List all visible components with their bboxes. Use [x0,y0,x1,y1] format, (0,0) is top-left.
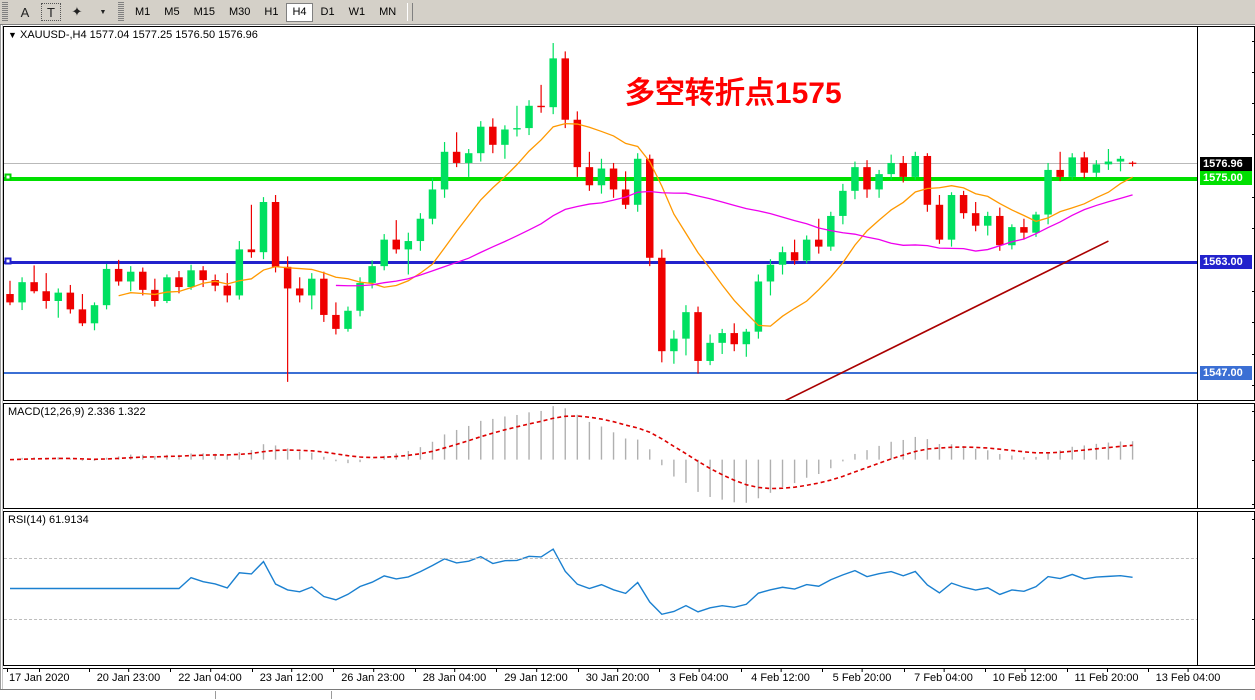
price-plot[interactable]: 多空转折点1575 [4,27,1254,400]
time-label-1: 20 Jan 23:00 [96,668,161,684]
time-tick-1 [88,668,90,672]
status-cell-3 [332,691,1252,699]
toolbar-divider [407,3,414,21]
price-level-line-1563.00[interactable] [4,260,1254,264]
rsi-level-70 [4,557,1254,559]
macd-series [9,406,1134,503]
price-legend-text: XAUUSD-,H4 1577.04 1577.25 1576.50 1576.… [19,29,258,41]
trendline [784,240,1109,400]
time-label-12: 10 Feb 12:00 [992,668,1058,684]
macd-legend: MACD(12,26,9) 2.336 1.322 [8,406,146,418]
time-label-5: 28 Jan 04:00 [422,668,487,684]
time-label-9: 4 Feb 12:00 [751,668,810,684]
timeframe-h4[interactable]: H4 [286,2,313,22]
time-label-14: 13 Feb 04:00 [1155,668,1221,684]
green-level-label[interactable]: 1575.00 [1200,170,1252,185]
rsi-y-axis[interactable]: 1007030 [1197,512,1255,665]
time-label-2: 22 Jan 04:00 [178,668,242,684]
time-label-11: 7 Feb 04:00 [914,668,973,684]
rsi-level-30 [4,619,1254,621]
time-tick-14 [1148,668,1149,672]
left-rail [0,25,3,699]
timeframe-group-grip[interactable] [118,2,124,22]
timeframe-m1[interactable]: M1 [135,5,151,18]
last-price-label[interactable]: 1576.96 [1200,157,1252,172]
timeframe-m5[interactable]: M5 [164,5,180,18]
price-level-line-1547.00[interactable] [4,372,1254,375]
status-cell-2 [216,691,332,699]
status-bar [0,689,1255,700]
time-label-3: 23 Jan 12:00 [259,668,324,684]
time-label-10: 5 Feb 20:00 [832,668,892,684]
timeframe-mn[interactable]: MN [379,5,397,18]
time-tick-2 [170,668,171,672]
time-tick-0 [7,668,8,672]
macd-signal-line [9,415,1133,490]
timeframe-m15[interactable]: M15 [193,5,215,18]
level-handle-1563[interactable] [4,257,12,265]
time-label-0: 17 Jan 2020 [9,668,70,684]
chart-annotation-text[interactable]: 多空转折点1575 [624,77,842,111]
timeframe-w1[interactable]: W1 [348,5,366,18]
time-tick-11 [903,668,905,672]
macd-y-axis[interactable]: 7.2670.00-6.318 [1197,404,1255,508]
price-panel-legend: ▼ XAUUSD-,H4 1577.04 1577.25 1576.50 157… [8,29,258,41]
price-chart-panel[interactable]: ▼ XAUUSD-,H4 1577.04 1577.25 1576.50 157… [3,26,1255,401]
text-tool-icon[interactable]: A [20,4,30,20]
time-tick-7 [577,668,579,672]
timeframe-h1[interactable]: H1 [264,5,279,18]
chevron-down-icon[interactable]: ▼ [99,8,107,16]
rsi-plot[interactable] [4,512,1254,665]
price-level-line-1576.96[interactable] [4,163,1254,165]
status-cell-1 [0,691,216,699]
time-label-8: 3 Feb 04:00 [669,668,729,684]
main-toolbar: A T ✦ ▼ M1 M5 M15 M30 H1 H4 D1 W1 MN [0,0,1255,25]
time-tick-6 [496,668,497,672]
price-y-axis[interactable]: 1594.701590.201585.701581.301572.301567.… [1197,27,1255,400]
timeframe-m30[interactable]: M30 [228,5,251,18]
candlestick-series [6,43,1137,400]
price-level-line-1575.00[interactable] [4,176,1254,181]
objects-tool-icon[interactable]: ✦ [71,4,83,19]
time-tick-4 [333,668,334,672]
collapse-icon[interactable]: ▼ [8,30,17,40]
rsi-series [10,548,1133,616]
time-label-4: 26 Jan 23:00 [341,668,405,684]
macd-panel[interactable]: MACD(12,26,9) 2.336 1.322 7.2670.00-6.31… [3,403,1255,509]
chart-area[interactable]: ▼ XAUUSD-,H4 1577.04 1577.25 1576.50 157… [0,25,1255,699]
time-label-6: 29 Jan 12:00 [504,668,568,684]
lower-blue-level-label[interactable]: 1547.00 [1200,366,1252,381]
time-label-13: 11 Feb 20:00 [1074,668,1139,684]
time-tick-5 [414,668,416,672]
blue-level-label[interactable]: 1563.00 [1200,254,1252,269]
time-tick-12 [985,668,986,672]
time-tick-10 [822,668,823,672]
text-label-tool-icon[interactable]: T [39,1,63,23]
toolbar-grip[interactable] [2,2,8,22]
timeframe-d1[interactable]: D1 [320,5,335,18]
time-tick-8 [659,668,660,672]
level-handle-1575[interactable] [4,173,12,181]
rsi-legend: RSI(14) 61.9134 [8,514,89,526]
rsi-panel[interactable]: RSI(14) 61.9134 1007030 [3,511,1255,666]
time-label-7: 30 Jan 20:00 [585,668,650,684]
time-tick-9 [740,668,742,672]
time-tick-3 [251,668,253,672]
time-tick-13 [1066,668,1068,672]
macd-plot[interactable] [4,404,1254,508]
